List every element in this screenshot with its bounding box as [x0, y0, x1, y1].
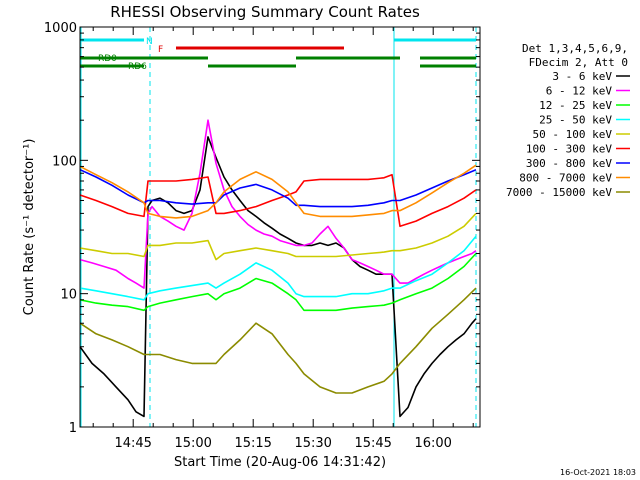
- series-line-8: [79, 287, 477, 394]
- legend-label: 300 - 800 keV: [526, 157, 612, 170]
- x-axis-label: Start Time (20-Aug-06 14:31:42): [174, 455, 386, 470]
- legend-label: 7000 - 15000 keV: [506, 186, 612, 199]
- x-tick-label: 15:45: [354, 436, 391, 451]
- flag-label-f: F: [158, 45, 163, 55]
- series-line-7: [79, 164, 477, 219]
- series-line-3: [79, 235, 477, 301]
- legend-label: 50 - 100 keV: [533, 128, 613, 141]
- legend-header-line-1: Det 1,3,4,5,6,9,: [522, 42, 628, 55]
- series-line-4: [79, 212, 477, 261]
- legend-header-line-2: FDecim 2, Att 0: [529, 56, 628, 69]
- legend-label: 100 - 300 keV: [526, 143, 612, 156]
- flag-label-rd0: RD0: [98, 54, 117, 64]
- x-tick-label: 15:00: [174, 436, 211, 451]
- x-tick-label: 16:00: [414, 436, 451, 451]
- plot-frame: [79, 26, 481, 428]
- y-tick-label: 100: [52, 154, 77, 169]
- series-line-6: [79, 168, 477, 208]
- series-line-2: [79, 252, 477, 312]
- y-tick-label: 1000: [44, 21, 77, 36]
- series-lines: [79, 119, 477, 418]
- legend-label: 3 - 6 keV: [552, 70, 612, 83]
- legend-label: 12 - 25 keV: [539, 99, 612, 112]
- y-tick-label: 10: [60, 288, 77, 303]
- series-line-1: [79, 119, 477, 289]
- flag-label-n: N: [146, 37, 153, 47]
- legend-label: 800 - 7000 keV: [519, 172, 612, 185]
- y-axis: 1 10 100 1000: [44, 21, 480, 436]
- x-tick-label: 15:30: [294, 436, 331, 451]
- chart-title: RHESSI Observing Summary Count Rates: [110, 3, 420, 21]
- y-tick-label: 1: [69, 421, 77, 436]
- series-line-5: [79, 173, 477, 228]
- footer-date: 16-Oct-2021 18:03: [560, 468, 636, 477]
- x-tick-label: 15:15: [234, 436, 271, 451]
- legend-label: 6 - 12 keV: [546, 85, 613, 98]
- y-axis-label: Count Rate (s⁻¹ detector⁻¹): [22, 139, 37, 316]
- x-axis: 14:45 15:00 15:15 15:30 15:45 16:00: [92, 27, 474, 451]
- flag-lines: NF RD0 RD6: [80, 27, 477, 427]
- flag-label-rd6: RD6: [128, 62, 147, 72]
- legend-label: 25 - 50 keV: [539, 114, 612, 127]
- x-tick-label: 14:45: [114, 436, 151, 451]
